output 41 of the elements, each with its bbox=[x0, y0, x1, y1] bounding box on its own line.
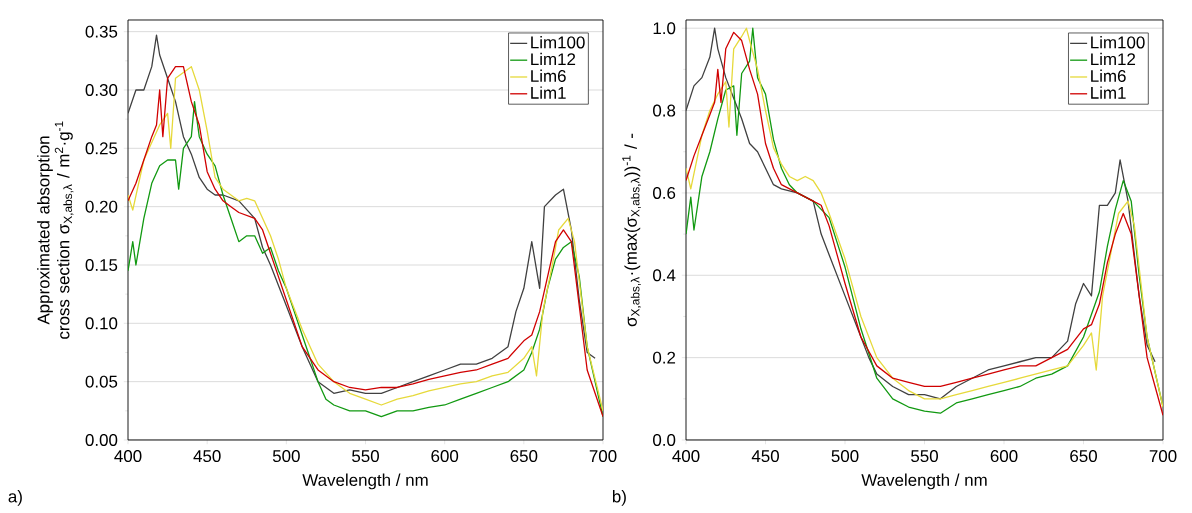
x-tick-label: 700 bbox=[1149, 450, 1177, 463]
legend-label: Lim6 bbox=[1091, 69, 1126, 83]
y-tick-label: 1.0 bbox=[653, 22, 676, 35]
y-tick-label: 0.35 bbox=[85, 25, 118, 38]
x-tick-label: 700 bbox=[589, 450, 617, 463]
x-tick-label: 650 bbox=[1070, 450, 1097, 463]
y-axis-title: σ$_{X,abs,λ}$·(max(σ$_{X,abs,λ}$))$^{-1}$ / - bbox=[622, 133, 641, 327]
legend-label: Lim100 bbox=[1091, 35, 1145, 49]
y-tick-label: 0.8 bbox=[653, 104, 676, 117]
y-tick-label: 0.00 bbox=[85, 433, 118, 446]
x-tick-label: 600 bbox=[431, 450, 459, 463]
x-tick-label: 400 bbox=[114, 450, 142, 463]
x-axis-title: Wavelength / nm bbox=[861, 473, 987, 490]
text: b) bbox=[612, 490, 626, 506]
y-tick-label: 0.2 bbox=[653, 351, 676, 364]
y-tick-label: 0.6 bbox=[653, 186, 676, 199]
x-tick-label: 450 bbox=[751, 450, 779, 463]
y-tick-label: 0.10 bbox=[85, 317, 118, 330]
x-tick-label: 450 bbox=[193, 450, 221, 463]
y-tick-label: 0.15 bbox=[85, 258, 118, 271]
x-tick-label: 500 bbox=[831, 450, 859, 463]
legend-label: Lim6 bbox=[531, 69, 566, 83]
x-tick-label: 600 bbox=[990, 450, 1018, 463]
x-tick-label: 400 bbox=[672, 450, 700, 463]
y-tick-label: 0.0 bbox=[653, 433, 676, 446]
y-tick-label: 0.20 bbox=[85, 200, 118, 213]
legend-label: Lim1 bbox=[531, 86, 566, 99]
x-axis-title: Wavelength / nm bbox=[302, 473, 428, 490]
x-tick-label: 500 bbox=[272, 450, 300, 463]
x-tick-label: 550 bbox=[352, 450, 379, 463]
legend-label: Lim12 bbox=[531, 52, 576, 66]
x-tick-label: 650 bbox=[510, 450, 538, 463]
legend-label: Lim1 bbox=[1091, 86, 1126, 99]
y-tick-label: 0.30 bbox=[85, 83, 118, 96]
text: a) bbox=[8, 490, 22, 506]
y-tick-label: 0.05 bbox=[85, 375, 118, 388]
y-tick-label: 0.4 bbox=[653, 269, 676, 282]
y-tick-label: 0.25 bbox=[85, 142, 118, 155]
x-tick-label: 550 bbox=[911, 450, 938, 463]
legend-label: Lim12 bbox=[1091, 52, 1136, 66]
legend-label: Lim100 bbox=[531, 35, 585, 49]
